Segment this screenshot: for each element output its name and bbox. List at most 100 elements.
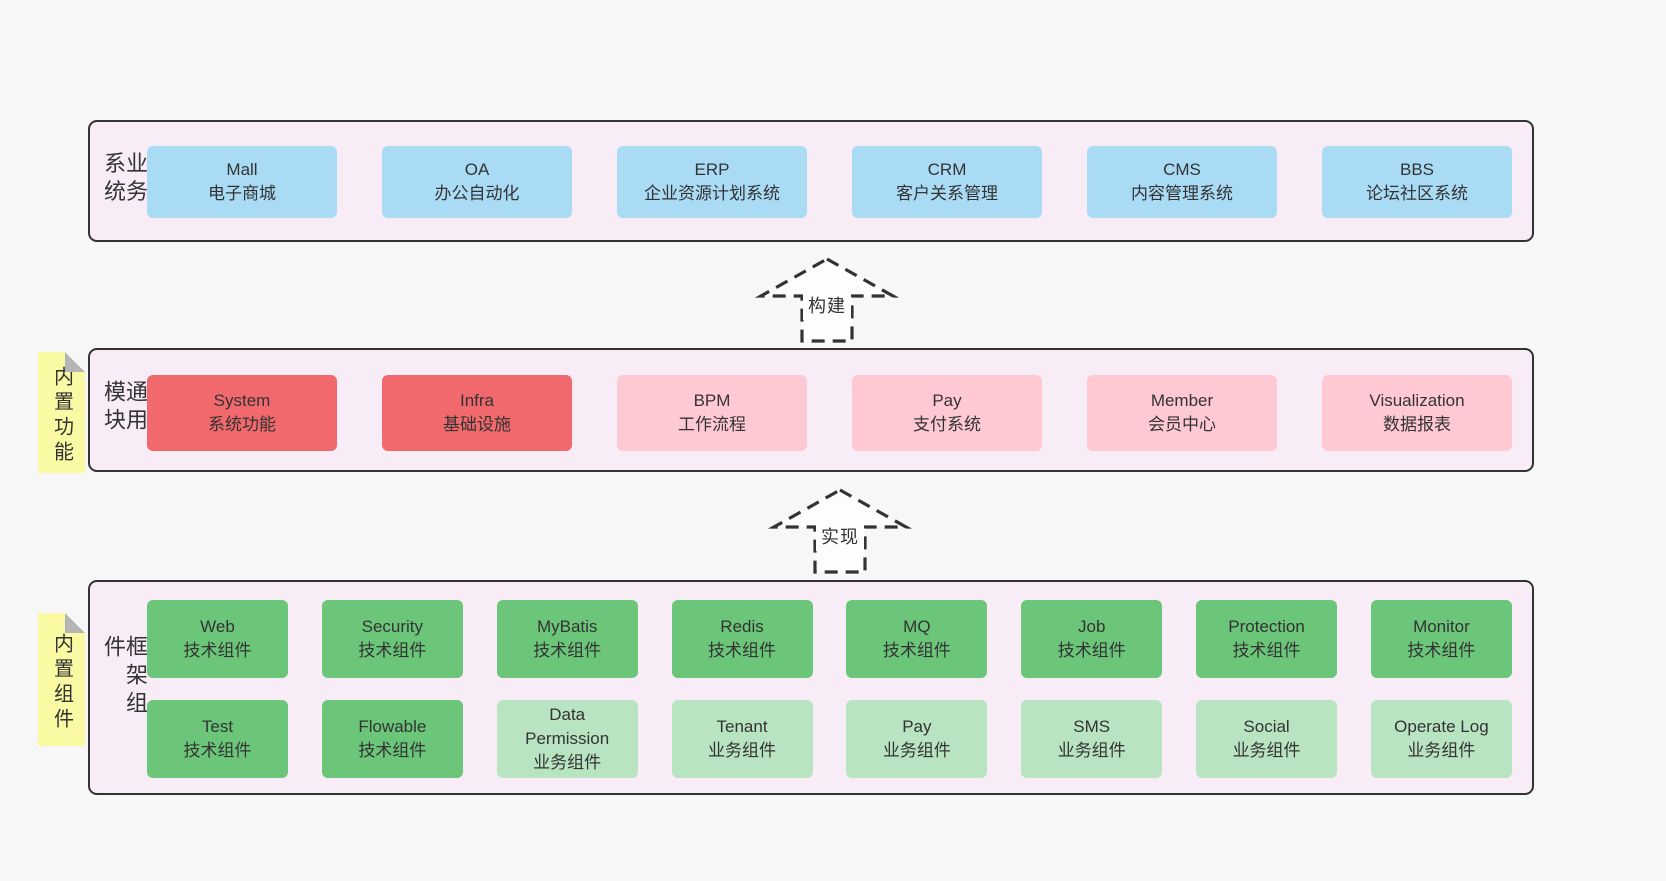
box-subtitle: 技术组件 [882, 641, 951, 660]
dashed-up-arrow-build: 构建 [754, 256, 900, 344]
box-pay-module: Pay 支付系统 [852, 375, 1042, 451]
box-title: BBS [1399, 159, 1435, 179]
box-subtitle: 论坛社区系统 [1366, 184, 1468, 203]
box-title: Redis [720, 616, 764, 636]
box-subtitle: 内容管理系统 [1131, 184, 1233, 203]
box-subtitle: 技术组件 [708, 641, 777, 660]
box-tenant: Tenant 业务组件 [671, 700, 813, 778]
arrow-label-implement: 实现 [816, 521, 864, 551]
layer-label-common-modules: 通用模块 [101, 380, 148, 436]
box-title: Operate Log [1394, 716, 1489, 736]
folded-corner-icon [65, 613, 85, 633]
layer-label-framework-components: 框架组件 [101, 634, 148, 719]
business-box-row: Mall 电子商城 OA 办公自动化 ERP 企业资源计划系统 CRM 客户关系… [147, 146, 1512, 218]
layer-framework-components: 框架组件 Web 技术组件 Security 技术组件 MyBatis 技术组件… [88, 580, 1534, 795]
box-subtitle: 技术组件 [358, 741, 427, 760]
box-operate-log: Operate Log 业务组件 [1370, 700, 1512, 778]
sticky-label: 内置组件 [50, 632, 73, 733]
sticky-note-builtin-components: 内置组件 [38, 613, 85, 746]
box-subtitle: 电子商城 [208, 184, 276, 203]
box-subtitle: 工作流程 [678, 415, 746, 434]
layer-label-business-systems: 业务系统 [101, 151, 148, 208]
box-title: Pay [932, 390, 962, 410]
box-test: Test 技术组件 [147, 700, 288, 778]
box-bpm: BPM 工作流程 [617, 375, 807, 451]
box-title: Security [361, 616, 424, 636]
box-flowable: Flowable 技术组件 [321, 700, 463, 778]
box-bbs: BBS 论坛社区系统 [1322, 146, 1512, 218]
box-mybatis: MyBatis 技术组件 [496, 600, 638, 678]
box-title: Social [1243, 716, 1290, 736]
box-subtitle: 办公自动化 [434, 184, 520, 203]
box-subtitle: 技术组件 [1057, 641, 1126, 660]
box-subtitle: 技术组件 [1232, 641, 1301, 660]
box-title: SMS [1073, 716, 1111, 736]
box-title: Mall [226, 159, 258, 179]
modules-box-row: System 系统功能 Infra 基础设施 BPM 工作流程 Pay 支付系统… [147, 375, 1512, 451]
box-subtitle: 数据报表 [1383, 415, 1451, 434]
box-job: Job 技术组件 [1021, 600, 1163, 678]
box-redis: Redis 技术组件 [671, 600, 813, 678]
box-title: Test [201, 716, 234, 736]
layer-common-modules: 通用模块 System 系统功能 Infra 基础设施 BPM 工作流程 Pay… [88, 348, 1534, 472]
box-subtitle: 客户关系管理 [896, 184, 998, 203]
components-row-2: Test 技术组件 Flowable 技术组件 Data Permission … [147, 700, 1512, 778]
box-subtitle: 系统功能 [208, 415, 276, 434]
box-title: System [213, 390, 271, 410]
box-subtitle: 基础设施 [443, 415, 511, 434]
arrow-label-build: 构建 [803, 290, 851, 320]
box-title: CMS [1163, 159, 1201, 179]
box-data-permission: Data Permission 业务组件 [496, 700, 638, 778]
box-subtitle: 支付系统 [913, 415, 981, 434]
box-system: System 系统功能 [147, 375, 337, 451]
box-subtitle: 业务组件 [882, 741, 951, 760]
box-subtitle: 技术组件 [183, 641, 252, 660]
box-subtitle: 技术组件 [1407, 641, 1476, 660]
box-subtitle: 企业资源计划系统 [644, 184, 780, 203]
box-security: Security 技术组件 [321, 600, 463, 678]
box-mall: Mall 电子商城 [147, 146, 337, 218]
box-title: Web [200, 616, 235, 636]
box-subtitle: 技术组件 [183, 741, 252, 760]
box-subtitle: 业务组件 [533, 753, 602, 773]
folded-corner-icon [65, 352, 85, 372]
components-row-1: Web 技术组件 Security 技术组件 MyBatis 技术组件 Redi… [147, 600, 1512, 678]
box-monitor: Monitor 技术组件 [1370, 600, 1512, 678]
box-subtitle: 业务组件 [1057, 741, 1126, 760]
box-member: Member 会员中心 [1087, 375, 1277, 451]
box-title: MyBatis [536, 616, 598, 636]
layer-business-systems: 业务系统 Mall 电子商城 OA 办公自动化 ERP 企业资源计划系统 CRM… [88, 120, 1534, 242]
box-subtitle: 技术组件 [533, 641, 602, 660]
box-title: ERP [694, 159, 730, 179]
box-infra: Infra 基础设施 [382, 375, 572, 451]
dashed-up-arrow-implement: 实现 [767, 487, 913, 575]
box-protection: Protection 技术组件 [1196, 600, 1338, 678]
box-cms: CMS 内容管理系统 [1087, 146, 1277, 218]
box-erp: ERP 企业资源计划系统 [617, 146, 807, 218]
sticky-note-builtin-features: 内置功能 [38, 352, 85, 473]
box-crm: CRM 客户关系管理 [852, 146, 1042, 218]
box-title: OA [464, 159, 490, 179]
box-title: Data Permission [525, 704, 610, 748]
box-title: Protection [1228, 616, 1305, 636]
box-subtitle: 业务组件 [1407, 741, 1476, 760]
sticky-label: 内置功能 [50, 365, 73, 466]
box-title: Visualization [1369, 390, 1465, 410]
box-subtitle: 业务组件 [1232, 741, 1301, 760]
box-title: MQ [903, 616, 931, 636]
box-mq: MQ 技术组件 [846, 600, 988, 678]
box-subtitle: 会员中心 [1148, 415, 1216, 434]
box-title: Infra [459, 390, 495, 410]
box-web: Web 技术组件 [147, 600, 288, 678]
box-social: Social 业务组件 [1196, 700, 1338, 778]
box-title: Tenant [716, 716, 768, 736]
box-title: CRM [927, 159, 967, 179]
box-title: Monitor [1413, 616, 1470, 636]
box-title: BPM [693, 390, 731, 410]
box-subtitle: 技术组件 [358, 641, 427, 660]
box-title: Member [1150, 390, 1214, 410]
box-oa: OA 办公自动化 [382, 146, 572, 218]
box-title: Pay [902, 716, 932, 736]
box-visualization: Visualization 数据报表 [1322, 375, 1512, 451]
